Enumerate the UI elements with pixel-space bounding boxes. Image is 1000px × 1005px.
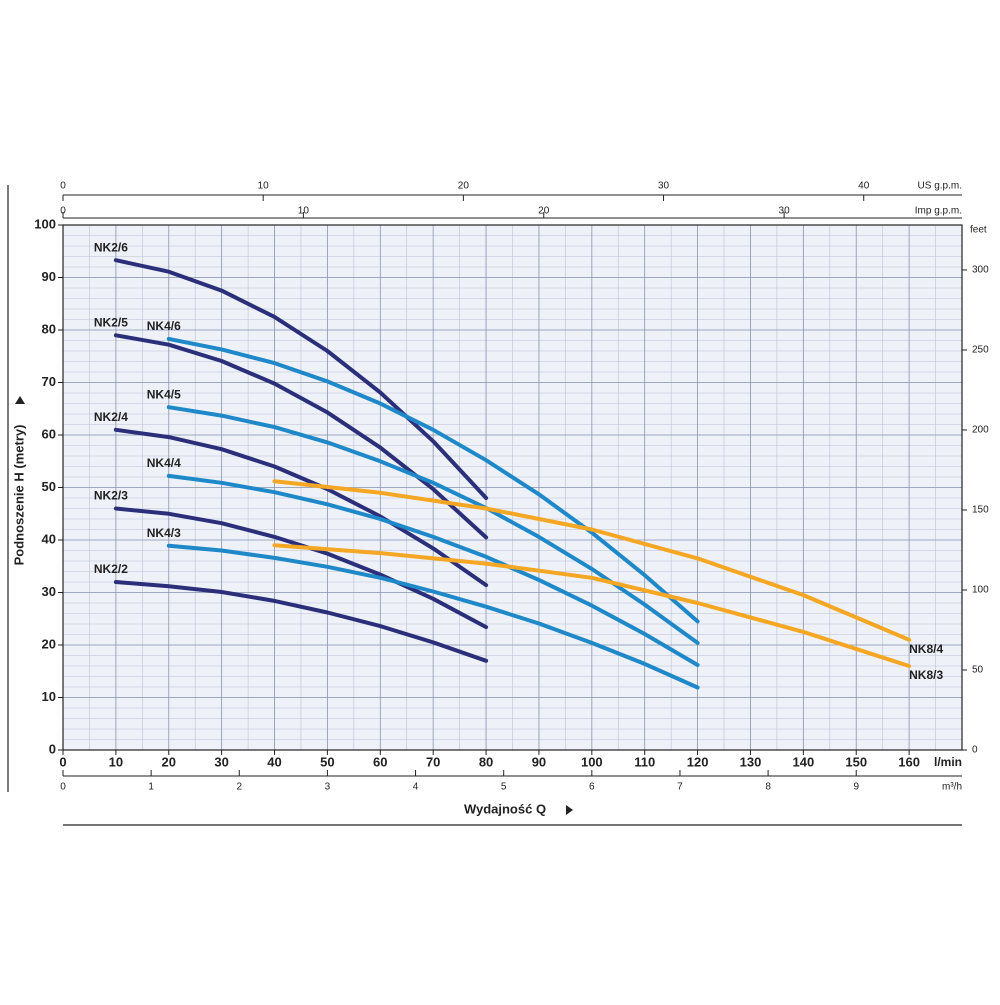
axis-tick-label: 6	[589, 782, 595, 793]
axis-tick-label: 30	[658, 181, 670, 192]
pump-curve	[113, 580, 489, 663]
axis-tick-label: 0	[60, 206, 66, 217]
axis-tick-label: 0	[60, 181, 66, 192]
x-axis-title: Wydajność Q	[464, 801, 546, 816]
x-tick-label: 50	[320, 754, 334, 769]
y2-tick-label: 150	[972, 505, 989, 516]
curve-label: NK4/6	[147, 319, 181, 333]
y2-tick-label: 0	[972, 745, 978, 756]
y-tick-label: 100	[34, 216, 56, 231]
y2-tick-label: 50	[972, 665, 984, 676]
axis-tick-label: 10	[298, 206, 310, 217]
axis-tick-label: 0	[60, 782, 66, 793]
axis-tick-label: 3	[325, 782, 331, 793]
axis-tick-label: 8	[765, 782, 771, 793]
pump-curve	[272, 479, 912, 642]
curve-label: NK2/4	[94, 410, 128, 424]
x-unit: l/min	[934, 755, 962, 769]
curve-label: NK8/3	[909, 668, 943, 682]
pump-curve	[166, 336, 700, 624]
axis-unit: US g.p.m.	[918, 181, 962, 192]
y-tick-label: 40	[42, 531, 56, 546]
x-tick-label: 10	[109, 754, 123, 769]
curve-label: NK8/4	[909, 642, 943, 656]
axis-unit: Imp g.p.m.	[915, 206, 962, 217]
x-tick-label: 140	[793, 754, 815, 769]
y-tick-label: 70	[42, 374, 56, 389]
x-tick-label: 90	[532, 754, 546, 769]
x-tick-label: 70	[426, 754, 440, 769]
curve-label: NK4/4	[147, 456, 181, 470]
curve-label: NK2/3	[94, 489, 128, 503]
y-tick-label: 50	[42, 479, 56, 494]
axis-tick-label: 5	[501, 782, 507, 793]
x-tick-label: 130	[740, 754, 762, 769]
pump-curve	[166, 543, 700, 690]
axis-tick-label: 1	[148, 782, 154, 793]
curve-label: NK2/5	[94, 315, 128, 329]
x-tick-label: 160	[898, 754, 920, 769]
y-tick-label: 20	[42, 636, 56, 651]
x-tick-label: 30	[214, 754, 228, 769]
y-tick-label: 60	[42, 426, 56, 441]
axis-tick-label: 10	[258, 181, 270, 192]
pump-curve	[272, 543, 912, 668]
pump-curve	[166, 473, 700, 667]
axis-unit: m³/h	[942, 782, 962, 793]
y2-tick-label: 100	[972, 585, 989, 596]
x-tick-label: 110	[634, 754, 655, 769]
y2-unit: feet	[970, 225, 987, 236]
y-axis-title: Podnoszenie H (metry)	[11, 425, 26, 566]
y-tick-label: 90	[42, 269, 56, 284]
axis-tick-label: 7	[677, 782, 683, 793]
y2-tick-label: 200	[972, 425, 989, 436]
x-tick-label: 60	[373, 754, 387, 769]
axis-tick-label: 2	[236, 782, 242, 793]
x-tick-label: 100	[581, 754, 603, 769]
y-tick-label: 80	[42, 321, 56, 336]
pump-curve	[113, 333, 489, 540]
y2-tick-label: 250	[972, 345, 989, 356]
axis-tick-label: 40	[858, 181, 870, 192]
x-tick-label: 20	[162, 754, 176, 769]
x-tick-label: 150	[845, 754, 867, 769]
y-tick-label: 10	[42, 689, 56, 704]
x-tick-label: 40	[267, 754, 281, 769]
plot-border	[62, 224, 963, 751]
curve-label: NK4/3	[147, 526, 181, 540]
axis-tick-label: 20	[538, 206, 550, 217]
x-tick-label: 80	[479, 754, 493, 769]
pump-curve	[113, 258, 489, 500]
arrow	[566, 805, 573, 815]
y2-tick-label: 300	[972, 265, 989, 276]
curve-label: NK2/6	[94, 240, 128, 254]
pump-curve	[113, 427, 489, 588]
x-tick-label: 0	[59, 754, 66, 769]
x-tick-label: 120	[687, 754, 709, 769]
curve-label: NK4/5	[147, 387, 181, 401]
y-tick-label: 30	[42, 584, 56, 599]
axis-tick-label: 9	[853, 782, 859, 793]
arrow	[15, 396, 25, 404]
axis-tick-label: 30	[779, 206, 791, 217]
axis-tick-label: 20	[458, 181, 470, 192]
y-tick-label: 0	[49, 741, 56, 756]
axis-tick-label: 4	[413, 782, 419, 793]
curve-label: NK2/2	[94, 562, 128, 576]
